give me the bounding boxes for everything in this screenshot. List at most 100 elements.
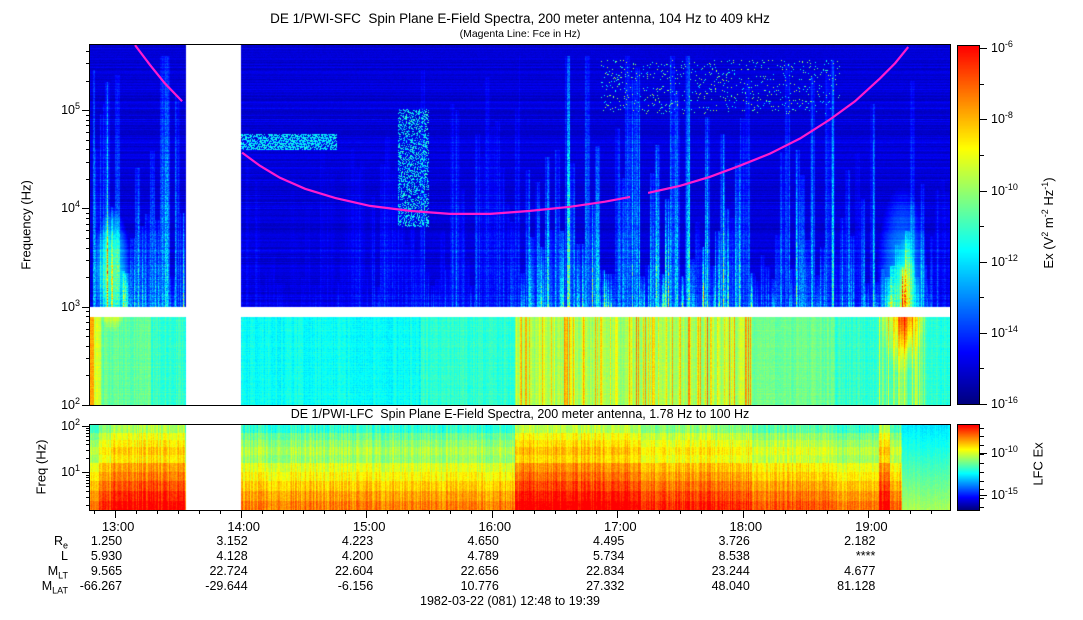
y-minor-tick — [86, 479, 90, 481]
y-minor-tick — [86, 504, 90, 506]
ephemeris-row-label: Re — [53, 534, 68, 551]
colorbar-tick-label: 10-12 — [991, 252, 1018, 269]
y-minor-tick — [86, 218, 90, 219]
sfc-y-axis-label: Frequency (Hz) — [18, 180, 34, 270]
time-tick-label: 14:00 — [227, 519, 260, 534]
sfc-colorbar-canvas — [958, 46, 979, 404]
time-minor-tick — [659, 510, 661, 514]
colorbar-minor-tick — [980, 471, 984, 473]
y-minor-tick — [86, 430, 90, 432]
colorbar-tick-label: 10-15 — [991, 485, 1018, 502]
y-minor-tick — [86, 433, 90, 435]
lfc-colorbar-label: LFC Ex — [1030, 442, 1046, 486]
y-major-tick — [82, 306, 90, 308]
time-minor-tick — [94, 510, 96, 514]
time-major-tick — [491, 510, 493, 518]
time-minor-tick — [303, 510, 305, 514]
ephemeris-value: 4.495 — [593, 534, 625, 548]
y-minor-tick — [86, 247, 90, 249]
y-minor-tick — [86, 125, 90, 127]
y-minor-tick — [86, 131, 90, 133]
sfc-colorbar-label: Ex (V2 m-2 Hz-1) — [1039, 177, 1057, 269]
ephemeris-value: 4.200 — [341, 549, 374, 563]
time-minor-tick — [408, 510, 410, 514]
colorbar-tick-label: 10-16 — [991, 394, 1018, 411]
ephemeris-value: 10.776 — [460, 579, 499, 593]
ephemeris-value: 1.250 — [90, 534, 123, 548]
y-tick-label: 105 — [61, 101, 80, 118]
y-tick-label: 104 — [61, 199, 80, 216]
time-minor-tick — [721, 510, 723, 514]
time-minor-tick — [680, 510, 682, 514]
time-minor-tick — [449, 510, 451, 514]
ephemeris-value: 22.604 — [334, 564, 374, 578]
time-major-tick — [240, 510, 242, 518]
colorbar-major-tick — [980, 190, 987, 192]
y-minor-tick — [86, 482, 90, 484]
y-minor-tick — [86, 178, 90, 180]
time-minor-tick — [219, 510, 221, 514]
colorbar-minor-tick — [980, 297, 984, 299]
lfc-colorbar — [957, 424, 980, 511]
y-major-tick — [82, 110, 90, 112]
y-tick-label: 102 — [61, 416, 80, 434]
time-minor-tick — [177, 510, 179, 514]
lfc-spectrogram-panel — [89, 424, 951, 511]
colorbar-major-tick — [980, 332, 987, 334]
time-minor-tick — [763, 510, 765, 514]
ephemeris-value: 48.040 — [711, 579, 750, 593]
time-minor-tick — [512, 510, 514, 514]
time-minor-tick — [470, 510, 472, 514]
colorbar-major-tick — [980, 119, 987, 121]
time-tick-label: 13:00 — [101, 519, 135, 534]
lfc-heatmap-canvas — [90, 425, 950, 510]
y-minor-tick — [86, 114, 90, 116]
colorbar-minor-tick — [980, 368, 984, 370]
ephemeris-row-label: MLAT — [41, 579, 68, 596]
y-major-tick — [82, 425, 90, 427]
ephemeris-value: 8.538 — [718, 549, 750, 563]
ephemeris-row-label: MLT — [47, 564, 68, 581]
time-minor-tick — [889, 510, 891, 514]
y-tick-label: 101 — [61, 463, 80, 480]
ephemeris-value: 3.152 — [216, 534, 248, 548]
time-minor-tick — [136, 510, 137, 514]
colorbar-minor-tick — [980, 445, 984, 447]
y-major-tick — [82, 472, 90, 474]
time-major-tick — [115, 510, 117, 518]
time-tick-label: 18:00 — [729, 519, 763, 534]
y-minor-tick — [86, 259, 90, 261]
y-minor-tick — [86, 63, 90, 65]
colorbar-major-tick — [980, 494, 987, 496]
time-minor-tick — [198, 510, 200, 514]
colorbar-tick-label: 10-14 — [991, 323, 1018, 340]
ephemeris-value: 5.930 — [90, 549, 123, 563]
y-major-tick — [82, 208, 90, 210]
y-minor-tick — [86, 444, 90, 446]
y-minor-tick — [86, 119, 90, 121]
time-minor-tick — [533, 510, 535, 514]
colorbar-minor-tick — [980, 489, 984, 491]
time-minor-tick — [282, 510, 284, 514]
y-minor-tick — [86, 321, 90, 323]
time-minor-tick — [638, 510, 640, 514]
y-minor-tick — [86, 238, 90, 239]
ephemeris-value: 22.724 — [209, 564, 248, 578]
ephemeris-row-label: L — [61, 549, 68, 563]
time-tick-label: 16:00 — [478, 519, 512, 534]
y-minor-tick — [86, 230, 90, 232]
y-minor-tick — [86, 328, 90, 330]
ephemeris-value: 4.677 — [844, 564, 876, 578]
time-minor-tick — [910, 510, 912, 514]
ephemeris-value: 81.128 — [837, 579, 876, 593]
colorbar-major-tick — [980, 403, 987, 405]
time-minor-tick — [701, 510, 702, 514]
date-range-footer: 1982-03-22 (081) 12:48 to 19:39 — [420, 594, 600, 608]
ephemeris-value: 27.332 — [586, 579, 625, 593]
y-minor-tick — [86, 358, 90, 360]
y-minor-tick — [86, 311, 90, 313]
ephemeris-value: **** — [855, 549, 876, 563]
y-minor-tick — [86, 375, 90, 377]
colorbar-major-tick — [980, 453, 987, 455]
y-minor-tick — [86, 474, 90, 476]
